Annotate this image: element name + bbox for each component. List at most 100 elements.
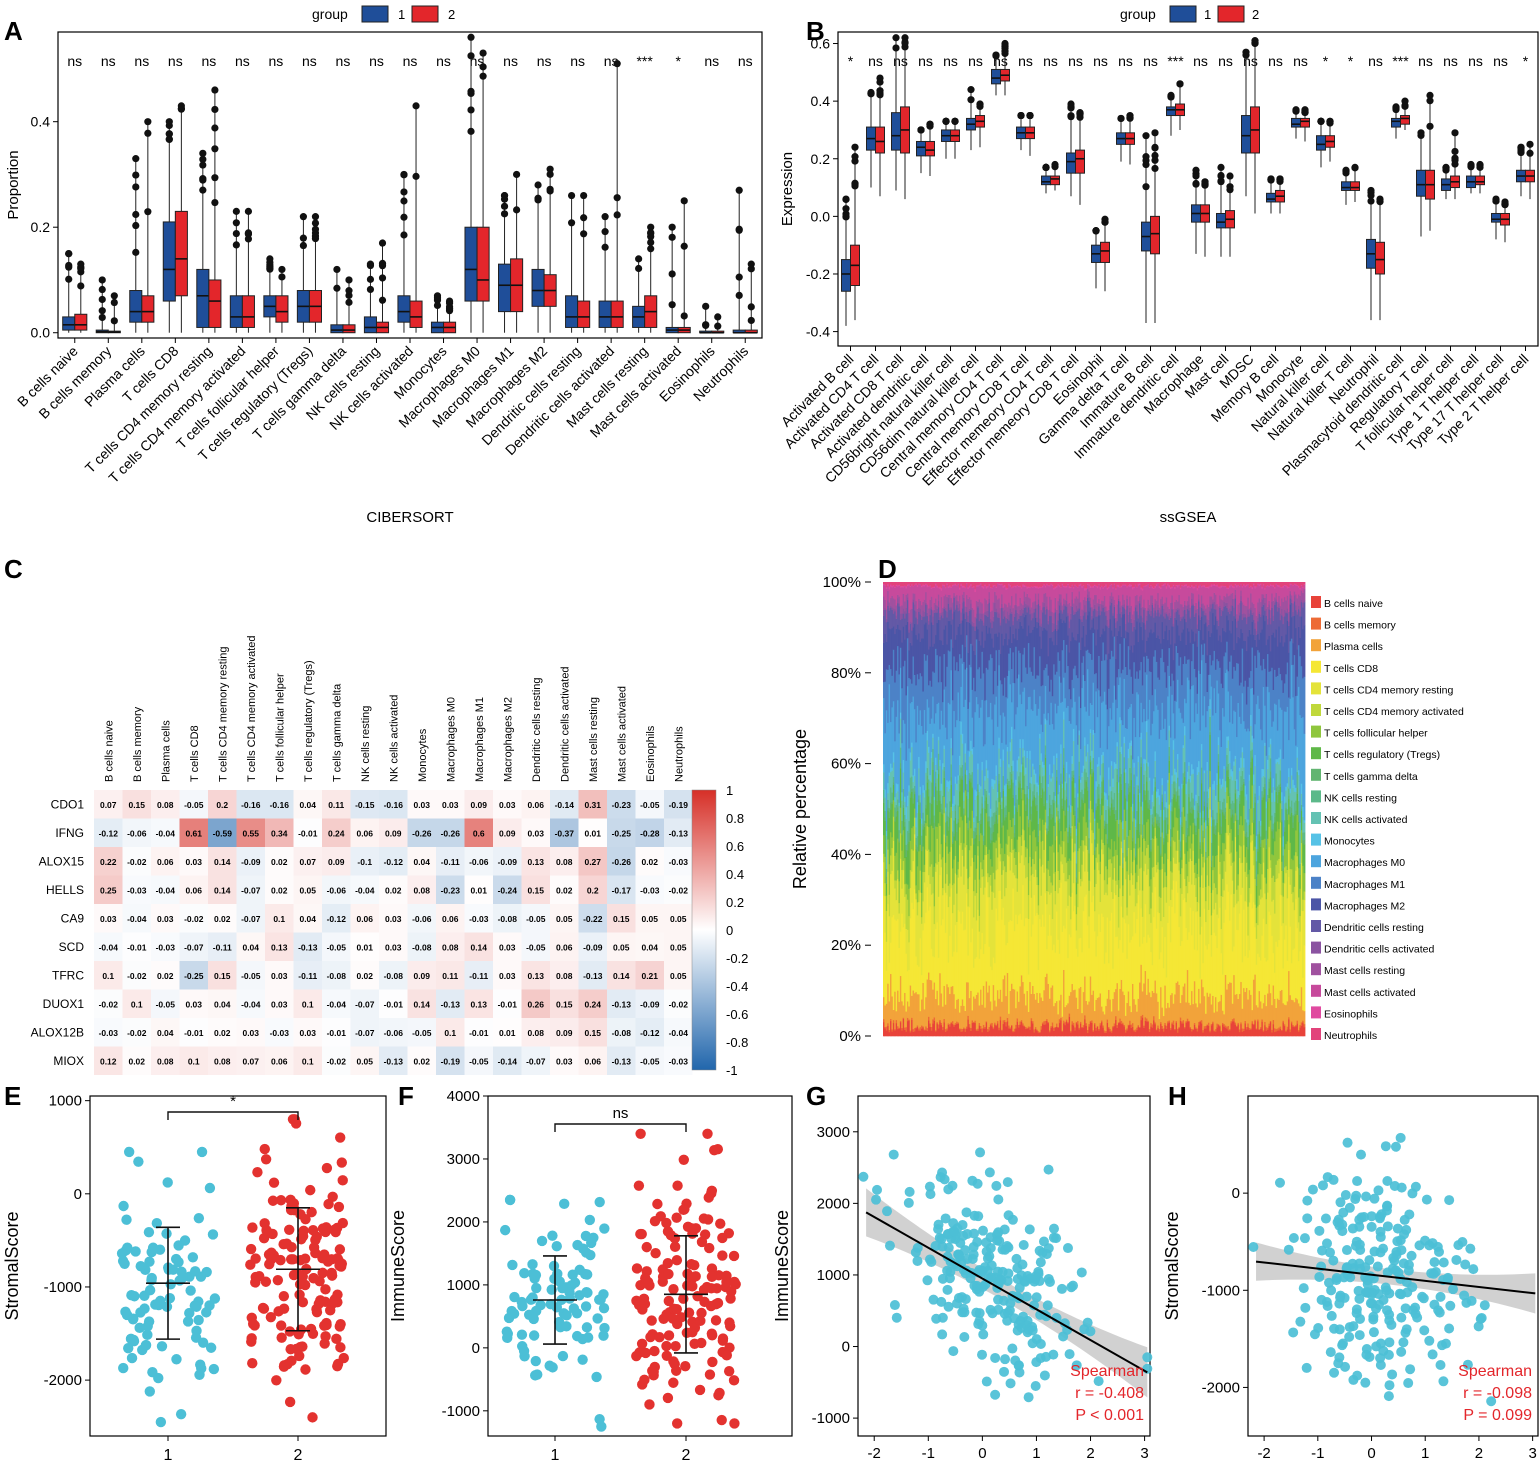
outlier-point [211,105,219,114]
heatmap-cell [550,989,579,1018]
heatmap-cell [664,1018,693,1047]
heatmap-cell-value: 0.02 [385,885,402,895]
heatmap-cell [151,904,180,933]
box-2 [610,300,624,328]
heatmap-cell [635,1018,664,1047]
heatmap-cell-value: 0.15 [556,999,573,1009]
heatmap-cell-value: 0.06 [185,885,202,895]
heatmap-cell [151,790,180,819]
significance-label: * [1523,53,1529,69]
heatmap-cell-value: 0.08 [413,885,430,895]
significance-label: * [848,53,854,69]
heatmap-cell-value: -0.03 [469,914,489,924]
outlier-point [668,233,676,241]
outlier-point [714,313,722,321]
outlier-point [1101,215,1109,223]
outlier-point [917,126,925,134]
heatmap-cell [122,1046,151,1075]
heatmap-cell-value: -0.13 [669,828,689,838]
panel-label-e: E [4,1081,21,1111]
heatmap-cell [265,1046,294,1075]
heatmap-row-label: HELLS [46,883,84,897]
heatmap-cell [94,847,123,876]
outlier-point [1376,195,1384,203]
heatmap-cell [236,932,265,961]
heatmap-cell [151,932,180,961]
heatmap-cell [664,989,693,1018]
heatmap-cell-value: 0.08 [556,971,573,981]
outlier-point [942,117,950,125]
outlier-point [1492,195,1500,203]
heatmap-cell-value: 0.08 [556,857,573,867]
outlier-point [244,229,253,237]
heatmap-cell-value: 0.08 [157,1056,174,1066]
box-1 [991,68,1001,85]
outlier-point [299,241,307,250]
outlier-point [467,33,475,41]
legend-label-1: 1 [398,7,405,22]
outlier-point [534,195,542,203]
heatmap-cell [94,818,123,847]
heatmap-cell [122,932,151,961]
outlier-point [333,284,341,292]
box-1 [1291,117,1301,128]
heatmap-cell [151,961,180,990]
outlier-point [110,317,118,325]
significance-label: ns [968,53,983,69]
heatmap-column-label: Macrophages M0 [445,697,457,782]
heatmap-cell [607,904,636,933]
heatmap-column-label: T cells CD4 memory activated [246,635,258,782]
outlier-point [378,259,387,268]
significance-label: *** [1392,53,1409,69]
significance-label: ns [1193,53,1208,69]
heatmap-cell-value: -0.23 [612,800,632,810]
heatmap-cell-value: -0.03 [156,942,176,952]
heatmap-cell [265,932,294,961]
box-1 [1066,152,1076,174]
heatmap-cell-value: -0.24 [498,885,518,895]
outlier-point [132,155,140,163]
heatmap-cell [635,790,664,819]
significance-label: ns [503,53,518,69]
outlier-point [1142,183,1150,191]
significance-label: ns [704,53,719,69]
outlier-point [366,275,375,283]
heatmap-cell [550,818,579,847]
heatmap-cell-value: -0.05 [526,914,546,924]
outlier-point [1267,175,1275,183]
heatmap-cell [607,790,636,819]
heatmap-cell-value: -0.23 [441,885,461,895]
heatmap-cell-value: -0.26 [412,828,432,838]
heatmap-cell [94,875,123,904]
heatmap-cell-value: 0.03 [499,971,516,981]
outlier-point [867,88,875,97]
heatmap-cell [464,790,493,819]
heatmap-cell-value: 0.08 [442,942,459,952]
heatmap-column-label: Eosinophils [645,725,657,782]
heatmap-cell-value: 0.03 [242,1028,259,1038]
box-1 [1216,212,1226,229]
box-1 [891,112,901,151]
heatmap-cell-value: -0.59 [213,828,233,838]
heatmap-cell-value: -0.05 [184,800,204,810]
heatmap-cell [493,847,522,876]
heatmap-cell [607,875,636,904]
box-1 [162,221,176,302]
heatmap-cell [521,1046,550,1075]
outlier-point [647,245,655,253]
color-scale-tick: -0.8 [726,1035,748,1050]
legend-label-1: 1 [1204,7,1211,22]
outlier-point [65,275,73,283]
outlier-point [546,165,554,173]
outlier-point [613,194,621,202]
heatmap-cell [436,818,465,847]
outlier-point [1001,39,1009,48]
heatmap-cell-value: -0.04 [156,828,176,838]
heatmap-cell-value: -0.09 [583,942,603,952]
heatmap-cell [322,790,351,819]
heatmap-cell [379,989,408,1018]
heatmap-cell-value: 0.09 [328,857,345,867]
heatmap-cell-value: 0.04 [157,1028,174,1038]
panel-label-c: C [4,554,23,584]
heatmap-row-label: ALOX12B [31,1025,84,1039]
